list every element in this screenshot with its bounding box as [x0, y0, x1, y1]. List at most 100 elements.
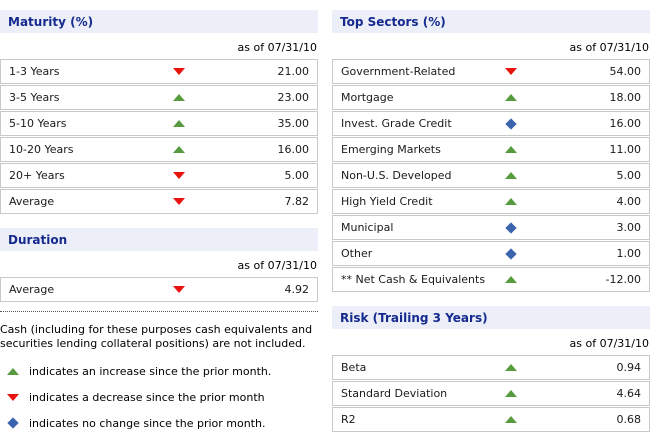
increase-icon — [493, 198, 529, 205]
table-row: Invest. Grade Credit 16.00 — [332, 111, 650, 136]
legend-item: indicates a decrease since the prior mon… — [0, 390, 318, 404]
row-value: 21.00 — [277, 65, 310, 78]
row-label: Government-Related — [341, 65, 456, 78]
row-value: 4.92 — [284, 283, 310, 296]
table-row: Municipal 3.00 — [332, 215, 650, 240]
row-label: Mortgage — [341, 91, 394, 104]
increase-icon-glyph — [505, 364, 517, 371]
increase-icon — [161, 94, 197, 101]
maturity-panel: Maturity (%) as of 07/31/10 1-3 Years 21.… — [0, 10, 318, 214]
legend-text: indicates no change since the prior mont… — [29, 416, 266, 430]
table-row: 5-10 Years 35.00 — [0, 111, 318, 136]
increase-icon — [161, 120, 197, 127]
decrease-icon-glyph — [173, 68, 185, 75]
increase-icon-glyph — [173, 120, 185, 127]
table-row: 20+ Years 5.00 — [0, 163, 318, 188]
increase-icon-glyph — [505, 276, 517, 283]
row-value: 4.00 — [616, 195, 642, 208]
row-value: 54.00 — [609, 65, 642, 78]
decrease-icon-glyph — [7, 393, 19, 401]
no-change-icon — [493, 117, 529, 130]
table-row: Other 1.00 — [332, 241, 650, 266]
row-label: Municipal — [341, 221, 394, 234]
table-row: 3-5 Years 23.00 — [0, 85, 318, 110]
duration-panel: Duration as of 07/31/10 Average 4.92 — [0, 228, 318, 302]
row-value: 0.68 — [616, 413, 642, 426]
increase-icon-glyph — [505, 172, 517, 179]
no-change-icon — [6, 417, 20, 429]
cash-footnote: Cash (including for these purposes cash … — [0, 323, 313, 350]
row-label: 10-20 Years — [9, 143, 74, 156]
increase-icon — [493, 172, 529, 179]
no-change-icon — [493, 247, 529, 260]
no-change-icon-glyph — [505, 117, 517, 130]
row-value: 23.00 — [277, 91, 310, 104]
row-label: Average — [9, 195, 55, 208]
duration-panel-title: Duration — [0, 228, 318, 251]
decrease-icon-glyph — [173, 198, 185, 205]
row-value: 5.00 — [616, 169, 642, 182]
risk-panel: Risk (Trailing 3 Years) as of 07/31/10 B… — [332, 306, 650, 432]
no-change-icon-glyph — [7, 417, 19, 429]
increase-icon-glyph — [505, 94, 517, 101]
increase-icon — [161, 146, 197, 153]
no-change-icon-glyph — [505, 247, 517, 260]
table-row: R2 0.68 — [332, 407, 650, 432]
legend-item: indicates no change since the prior mont… — [0, 416, 318, 430]
table-row: Standard Deviation 4.64 — [332, 381, 650, 406]
row-label: Average — [9, 283, 55, 296]
row-value: 7.82 — [284, 195, 310, 208]
top-sectors-panel-title: Top Sectors (%) — [332, 10, 650, 33]
row-value: 0.94 — [616, 361, 642, 374]
as-of-date: as of 07/31/10 — [569, 337, 649, 350]
table-row: ** Net Cash & Equivalents -12.00 — [332, 267, 650, 292]
as-of-date: as of 07/31/10 — [237, 259, 317, 272]
top-sectors-table: Government-Related 54.00 Mortgage 18.00 Inve… — [332, 59, 650, 292]
decrease-icon-glyph — [173, 286, 185, 293]
maturity-table: 1-3 Years 21.00 3-5 Years 23.00 5-10 Years 35… — [0, 59, 318, 214]
decrease-icon — [161, 198, 197, 205]
table-row: Emerging Markets 11.00 — [332, 137, 650, 162]
table-row: 1-3 Years 21.00 — [0, 59, 318, 84]
increase-icon-glyph — [7, 367, 19, 375]
decrease-icon — [161, 172, 197, 179]
table-row: Non-U.S. Developed 5.00 — [332, 163, 650, 188]
decrease-icon — [6, 393, 20, 401]
increase-icon-glyph — [505, 416, 517, 423]
increase-icon — [493, 94, 529, 101]
row-label: 20+ Years — [9, 169, 65, 182]
row-label: High Yield Credit — [341, 195, 433, 208]
row-value: 1.00 — [616, 247, 642, 260]
row-label: Beta — [341, 361, 367, 374]
maturity-panel-title: Maturity (%) — [0, 10, 318, 33]
risk-panel-title: Risk (Trailing 3 Years) — [332, 306, 650, 329]
increase-icon — [493, 364, 529, 371]
row-label: Non-U.S. Developed — [341, 169, 452, 182]
table-row: Beta 0.94 — [332, 355, 650, 380]
increase-icon — [493, 416, 529, 423]
increase-icon — [6, 367, 20, 375]
row-value: 4.64 — [616, 387, 642, 400]
row-value: 3.00 — [616, 221, 642, 234]
row-value: 16.00 — [609, 117, 642, 130]
table-row: Average 4.92 — [0, 277, 318, 302]
duration-table: Average 4.92 — [0, 277, 318, 302]
decrease-icon — [161, 68, 197, 75]
no-change-icon-glyph — [505, 221, 517, 234]
increase-icon — [493, 146, 529, 153]
decrease-icon-glyph — [505, 68, 517, 75]
dotted-divider — [0, 311, 318, 312]
increase-icon-glyph — [505, 390, 517, 397]
left-column: Maturity (%) as of 07/31/10 1-3 Years 21.… — [0, 10, 318, 442]
table-row: Average 7.82 — [0, 189, 318, 214]
row-value: 11.00 — [609, 143, 642, 156]
row-label: ** Net Cash & Equivalents — [341, 273, 486, 286]
top-sectors-panel: Top Sectors (%) as of 07/31/10 Governmen… — [332, 10, 650, 292]
row-label: 5-10 Years — [9, 117, 67, 130]
legend-text: indicates a decrease since the prior mon… — [29, 390, 265, 404]
legend-text: indicates an increase since the prior mo… — [29, 364, 272, 378]
decrease-icon-glyph — [173, 172, 185, 179]
table-row: Mortgage 18.00 — [332, 85, 650, 110]
increase-icon — [493, 390, 529, 397]
